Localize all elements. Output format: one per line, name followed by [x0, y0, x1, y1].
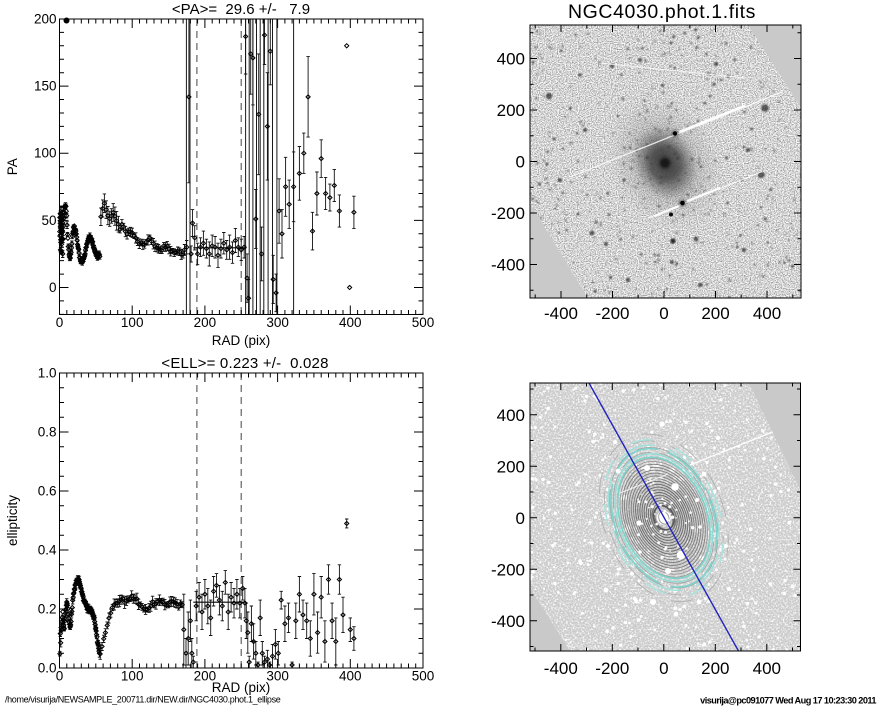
svg-text:0.4: 0.4 — [38, 543, 57, 558]
svg-text:RAD (pix): RAD (pix) — [212, 333, 271, 348]
svg-text:/home/visurija/NEWSAMPLE_20071: /home/visurija/NEWSAMPLE_200711.dir/NEW.… — [5, 695, 281, 705]
svg-text:500: 500 — [412, 669, 435, 684]
svg-text:500: 500 — [412, 315, 435, 330]
svg-text:400: 400 — [497, 50, 525, 69]
svg-text:0: 0 — [56, 669, 64, 684]
svg-text:-400: -400 — [544, 304, 578, 323]
svg-text:400: 400 — [753, 304, 781, 323]
svg-text:-200: -200 — [595, 659, 629, 678]
svg-text:200: 200 — [194, 669, 217, 684]
svg-text:400: 400 — [753, 659, 781, 678]
svg-text:200: 200 — [497, 457, 525, 476]
svg-text:-200: -200 — [491, 560, 525, 579]
svg-text:-400: -400 — [544, 659, 578, 678]
svg-text:200: 200 — [701, 304, 729, 323]
svg-text:100: 100 — [121, 669, 144, 684]
svg-text:<PA>= 29.6 +/- 7.9: <PA>= 29.6 +/- 7.9 — [172, 1, 310, 18]
svg-text:0.0: 0.0 — [38, 661, 57, 676]
svg-text:200: 200 — [34, 12, 57, 27]
svg-text:400: 400 — [339, 315, 362, 330]
svg-text:300: 300 — [266, 669, 289, 684]
svg-text:visurija@pc091077 Wed Aug 17: visurija@pc091077 Wed Aug 17 10:23:30 20… — [700, 696, 876, 706]
svg-text:ellipticity: ellipticity — [5, 495, 20, 546]
svg-text:400: 400 — [339, 669, 362, 684]
svg-text:0: 0 — [516, 509, 525, 528]
svg-text:0.6: 0.6 — [38, 484, 57, 499]
svg-text:PA: PA — [5, 158, 20, 175]
svg-text:0: 0 — [659, 304, 668, 323]
svg-text:-200: -200 — [491, 204, 525, 223]
svg-text:100: 100 — [34, 146, 57, 161]
svg-text:300: 300 — [266, 315, 289, 330]
svg-text:100: 100 — [121, 315, 144, 330]
svg-text:NGC4030.phot.1.fits: NGC4030.phot.1.fits — [568, 1, 756, 23]
svg-text:1.0: 1.0 — [38, 366, 57, 381]
svg-text:400: 400 — [497, 406, 525, 425]
svg-text:0.8: 0.8 — [38, 425, 57, 440]
svg-text:-400: -400 — [491, 256, 525, 275]
svg-text:200: 200 — [701, 659, 729, 678]
svg-text:RAD (pix): RAD (pix) — [212, 680, 271, 695]
svg-text:-200: -200 — [595, 304, 629, 323]
svg-text:50: 50 — [41, 213, 56, 228]
svg-text:0.2: 0.2 — [38, 602, 57, 617]
svg-text:0: 0 — [56, 315, 64, 330]
svg-text:0: 0 — [49, 280, 57, 295]
svg-text:150: 150 — [34, 78, 57, 93]
svg-text:<ELL>= 0.223 +/- 0.028: <ELL>= 0.223 +/- 0.028 — [161, 355, 328, 372]
svg-text:-400: -400 — [491, 612, 525, 631]
svg-text:200: 200 — [497, 101, 525, 120]
svg-text:0: 0 — [659, 659, 668, 678]
svg-text:0: 0 — [516, 153, 525, 172]
svg-text:200: 200 — [194, 315, 217, 330]
